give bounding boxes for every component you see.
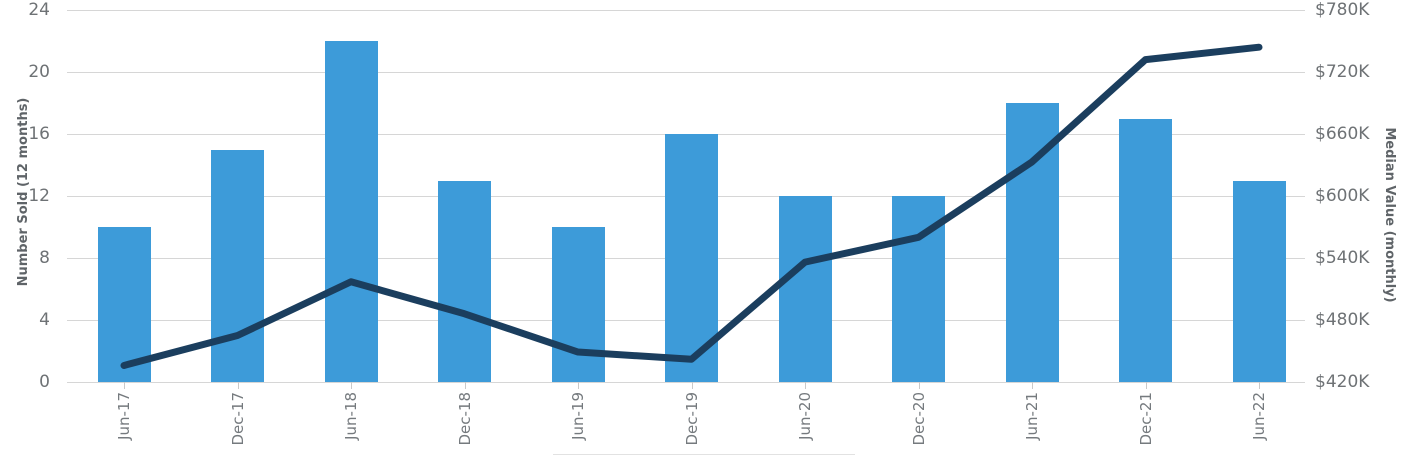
right-axis-tick-label: $720K	[1315, 62, 1370, 82]
x-axis-label-dec-20: Dec-20	[909, 392, 928, 446]
gridline	[67, 72, 1305, 73]
bar-jun-18[interactable]	[324, 41, 378, 382]
plot-area	[67, 10, 1305, 383]
x-axis-tick	[351, 382, 352, 389]
legend-divider	[553, 454, 855, 455]
left-axis-tick-label: 0	[39, 372, 50, 392]
median-value-line-layer	[120, 43, 1263, 369]
x-axis-tick	[1259, 382, 1260, 389]
x-axis-label-dec-19: Dec-19	[682, 392, 701, 446]
right-axis-tick-label: $600K	[1315, 186, 1370, 206]
x-axis-label-jun-21: Jun-21	[1023, 392, 1041, 440]
x-axis-label-jun-19: Jun-19	[569, 392, 587, 440]
x-axis-tick	[578, 382, 579, 389]
bar-dec-18[interactable]	[438, 180, 491, 382]
x-axis-tick	[1032, 382, 1033, 389]
x-axis-label-jun-20: Jun-20	[796, 392, 814, 440]
x-axis-tick	[1145, 382, 1147, 389]
bar-jun-20[interactable]	[778, 196, 832, 382]
right-axis-title: Median Value (monthly)	[1382, 127, 1397, 303]
left-axis-tick-label: 24	[28, 0, 50, 20]
x-axis-tick	[918, 382, 920, 389]
right-axis-tick-label: $540K	[1315, 248, 1370, 268]
x-axis-tick	[464, 382, 466, 389]
left-axis-tick-label: 20	[28, 62, 50, 82]
x-axis-tick	[237, 382, 239, 389]
median-value-line[interactable]	[120, 43, 1263, 369]
left-axis-tick-label: 8	[39, 248, 50, 268]
x-axis-tick	[691, 382, 693, 389]
x-axis-label-dec-17: Dec-17	[228, 392, 247, 446]
left-axis-tick-label: 16	[28, 124, 50, 144]
x-axis-label-jun-18: Jun-18	[342, 392, 360, 440]
x-axis-label-jun-22: Jun-22	[1250, 392, 1268, 440]
gridline	[67, 10, 1305, 11]
gridline	[67, 382, 1305, 383]
left-axis-tick-label: 12	[28, 186, 50, 206]
right-axis-tick-label: $420K	[1315, 372, 1370, 392]
bar-jun-22[interactable]	[1232, 180, 1286, 382]
right-axis-tick-label: $660K	[1315, 124, 1370, 144]
bar-dec-21[interactable]	[1119, 118, 1172, 382]
x-axis-label-dec-21: Dec-21	[1136, 392, 1155, 446]
right-axis-tick-label: $480K	[1315, 310, 1370, 330]
right-axis-tick-label: $780K	[1315, 0, 1370, 20]
x-axis-tick	[124, 382, 125, 389]
x-axis-tick	[805, 382, 806, 389]
bar-jun-17[interactable]	[97, 227, 151, 382]
left-axis-tick-label: 4	[39, 310, 50, 330]
x-axis-label-jun-17: Jun-17	[115, 392, 133, 440]
x-axis-label-dec-18: Dec-18	[455, 392, 474, 446]
